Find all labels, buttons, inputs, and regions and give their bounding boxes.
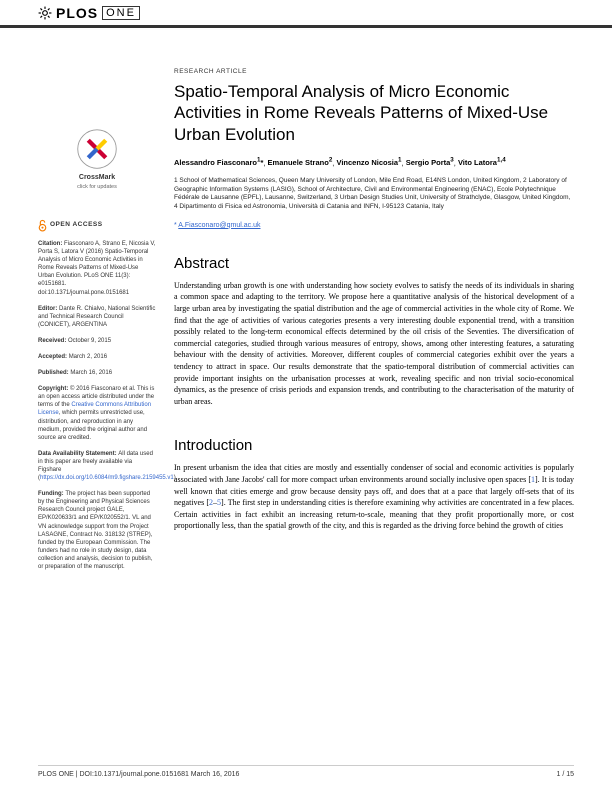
article-title: Spatio-Temporal Analysis of Micro Econom… <box>174 81 574 145</box>
accepted-date: March 2, 2016 <box>69 354 107 360</box>
correspondence: * A.Fiasconaro@qmul.ac.uk <box>174 222 574 229</box>
citation-text: Fiasconaro A, Strano E, Nicosia V, Porta… <box>38 241 156 296</box>
received-date: October 9, 2015 <box>68 338 111 344</box>
open-access-icon <box>38 219 47 232</box>
funding-text: The project has been supported by the En… <box>38 491 152 570</box>
correspondence-email-link[interactable]: A.Fiasconaro@qmul.ac.uk <box>178 222 260 229</box>
copyright-block: Copyright: © 2016 Fiasconaro et al. This… <box>38 385 156 442</box>
sidebar: CrossMark click for updates OPEN ACCESS … <box>38 38 156 579</box>
crossmark-subtitle: click for updates <box>38 184 156 191</box>
main-column: RESEARCH ARTICLE Spatio-Temporal Analysi… <box>174 38 574 579</box>
author-list: Alessandro Fiasconaro1*, Emanuele Strano… <box>174 157 574 169</box>
accepted-block: Accepted: March 2, 2016 <box>38 353 156 361</box>
open-access-badge: OPEN ACCESS <box>38 219 156 232</box>
data-availability-link[interactable]: https://dx.doi.org/10.6084/m9.figshare.2… <box>40 475 174 481</box>
footer-citation: PLOS ONE | DOI:10.1371/journal.pone.0151… <box>38 771 239 778</box>
abstract-heading: Abstract <box>174 255 574 272</box>
introduction-heading: Introduction <box>174 437 574 454</box>
funding-block: Funding: The project has been supported … <box>38 490 156 571</box>
plos-logo: PLOS ONE <box>38 5 140 21</box>
publisher-name: PLOS <box>56 5 98 21</box>
page-body: CrossMark click for updates OPEN ACCESS … <box>0 28 612 579</box>
data-availability-block: Data Availability Statement: All data us… <box>38 450 156 482</box>
affiliations: 1 School of Mathematical Sciences, Queen… <box>174 177 574 212</box>
article-type: RESEARCH ARTICLE <box>174 68 574 75</box>
journal-name: ONE <box>102 6 140 20</box>
crossmark-icon <box>76 128 118 170</box>
received-block: Received: October 9, 2015 <box>38 337 156 345</box>
published-block: Published: March 16, 2016 <box>38 369 156 377</box>
published-date: March 16, 2016 <box>70 370 112 376</box>
crossmark-badge[interactable]: CrossMark click for updates <box>38 128 156 191</box>
page-footer: PLOS ONE | DOI:10.1371/journal.pone.0151… <box>38 765 574 778</box>
abstract-body: Understanding urban growth is one with u… <box>174 280 574 408</box>
editor-block: Editor: Dante R. Chialvo, National Scien… <box>38 305 156 329</box>
introduction-body: In present urbanism the idea that cities… <box>174 462 574 532</box>
plos-gear-icon <box>38 6 52 20</box>
citation-block: Citation: Fiasconaro A, Strano E, Nicosi… <box>38 240 156 297</box>
crossmark-title: CrossMark <box>38 173 156 182</box>
open-access-label: OPEN ACCESS <box>50 221 103 230</box>
journal-header-bar: PLOS ONE <box>0 0 612 28</box>
footer-page-number: 1 / 15 <box>556 771 574 778</box>
